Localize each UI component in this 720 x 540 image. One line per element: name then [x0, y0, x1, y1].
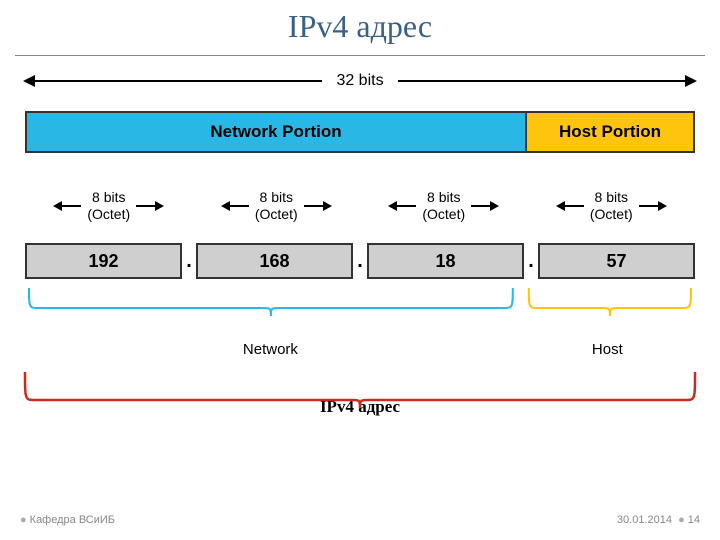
arrow-right-icon: [471, 205, 497, 207]
octet-labels-row: 8 bits(Octet) 8 bits(Octet) 8 bits(Octet…: [25, 186, 695, 226]
octet-label-4: 8 bits(Octet): [528, 186, 696, 226]
octet-label-3: 8 bits(Octet): [360, 186, 528, 226]
octet-value-2: 168: [196, 243, 353, 279]
arrow-right-icon: [304, 205, 330, 207]
host-bracket-label: Host: [592, 341, 623, 358]
octet-label-2: 8 bits(Octet): [193, 186, 361, 226]
arrow-right-icon: [639, 205, 665, 207]
octet-caption: 8 bits(Octet): [418, 189, 469, 223]
octet-value-1: 192: [25, 243, 182, 279]
arrow-left-icon: [558, 205, 584, 207]
dot-separator: .: [182, 250, 196, 273]
octet-label-1: 8 bits(Octet): [25, 186, 193, 226]
arrow-left-icon: [390, 205, 416, 207]
octet-caption: 8 bits(Octet): [83, 189, 134, 223]
arrow-right-icon: [136, 205, 162, 207]
arrow-left-icon: [55, 205, 81, 207]
network-portion: Network Portion: [27, 113, 527, 151]
arrow-left-icon: [223, 205, 249, 207]
host-portion: Host Portion: [527, 113, 693, 151]
octet-value-4: 57: [538, 243, 695, 279]
octet-values-row: 192 . 168 . 18 . 57: [25, 241, 695, 281]
portion-bar: Network Portion Host Portion: [25, 111, 695, 153]
dot-separator: .: [524, 250, 538, 273]
slide-footer: ●Кафедра ВСиИБ 30.01.2014 ●14: [0, 514, 720, 532]
slide-title: IPv4 адрес: [0, 0, 720, 45]
total-bits-label: 32 bits: [322, 72, 397, 90]
footer-right: 30.01.2014 ●14: [617, 514, 700, 532]
bullet-icon: ●: [678, 514, 685, 526]
network-host-brackets: [25, 286, 695, 346]
octet-caption: 8 bits(Octet): [586, 189, 637, 223]
arrow-left-icon: [25, 80, 322, 82]
octet-value-3: 18: [367, 243, 524, 279]
total-bits-row: 32 bits: [25, 66, 695, 96]
network-bracket-label: Network: [243, 341, 298, 358]
dot-separator: .: [353, 250, 367, 273]
ipv4-bracket: [21, 370, 699, 430]
arrow-right-icon: [398, 80, 695, 82]
octet-caption: 8 bits(Octet): [251, 189, 302, 223]
diagram-area: 32 bits Network Portion Host Portion 8 b…: [15, 55, 705, 475]
footer-left: ●Кафедра ВСиИБ: [20, 514, 115, 532]
bullet-icon: ●: [20, 514, 27, 526]
